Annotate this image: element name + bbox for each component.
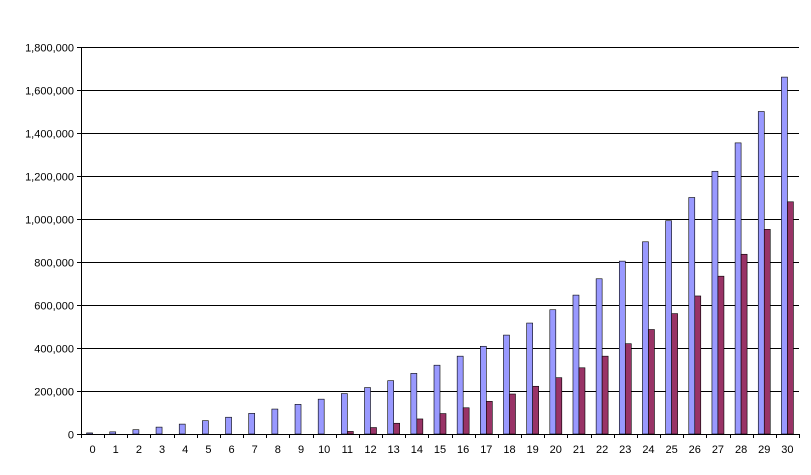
x-tick-label: 28 bbox=[735, 444, 747, 456]
bar-series-1-cat-14 bbox=[410, 373, 418, 435]
bar-series-1-cat-13 bbox=[387, 380, 394, 435]
x-tick-label: 15 bbox=[434, 444, 446, 456]
bar-series-1-cat-19 bbox=[526, 322, 533, 435]
x-tick-label: 10 bbox=[318, 444, 330, 456]
bar-series-1-cat-30 bbox=[781, 76, 788, 435]
bar-series-1-cat-15 bbox=[433, 364, 441, 435]
bar-series-1-cat-0 bbox=[86, 432, 93, 435]
bar-series-2-cat-26 bbox=[694, 295, 702, 435]
bar-series-2-cat-20 bbox=[555, 377, 563, 435]
bar-series-2-cat-15 bbox=[439, 413, 447, 435]
y-tick-labels: 0 200,000 400,000 600,000 800,000 1,000,000 1,… bbox=[25, 43, 74, 442]
x-tick-label: 9 bbox=[298, 444, 304, 456]
bar-series-2-cat-23 bbox=[624, 343, 632, 435]
y-tick-label: 1,000,000 bbox=[25, 215, 74, 227]
x-tick-label: 22 bbox=[596, 444, 608, 456]
y-tick-label: 1,600,000 bbox=[25, 86, 74, 98]
bar-series-1-cat-28 bbox=[734, 142, 742, 435]
x-tick-label: 24 bbox=[642, 444, 654, 456]
x-tick-labels: 0 1 2 3 4 5 6 7 8 9 10 11 12 13 14 15 16 17 18 19 20 21 22 23 24… bbox=[90, 444, 794, 456]
x-tick-label: 13 bbox=[388, 444, 400, 456]
y-tick-label: 1,800,000 bbox=[25, 43, 74, 55]
bar-series-1-cat-2 bbox=[132, 429, 140, 435]
bar-series-2-cat-17 bbox=[486, 401, 493, 435]
x-tick-label: 17 bbox=[480, 444, 492, 456]
bar-series-1-cat-10 bbox=[317, 398, 325, 435]
bar-series-1-cat-8 bbox=[271, 408, 279, 435]
x-tick-label: 18 bbox=[503, 444, 515, 456]
bar-series-2-cat-14 bbox=[416, 418, 424, 435]
x-tick-label: 27 bbox=[712, 444, 724, 456]
x-tick-label: 1 bbox=[113, 444, 119, 456]
bar-series-1-cat-16 bbox=[456, 355, 464, 435]
x-tick-label: 7 bbox=[252, 444, 258, 456]
bar-series-2-cat-13 bbox=[393, 422, 400, 435]
x-tick-label: 8 bbox=[275, 444, 281, 456]
x-tick-label: 6 bbox=[228, 444, 234, 456]
bar-series-1-cat-23 bbox=[618, 260, 626, 435]
axes bbox=[77, 47, 800, 438]
bar-series-2-cat-21 bbox=[578, 367, 586, 435]
y-tick-label: 200,000 bbox=[34, 387, 74, 399]
x-tick-label: 4 bbox=[182, 444, 188, 456]
bar-series-1-cat-20 bbox=[549, 309, 557, 435]
bar-series-1-cat-18 bbox=[503, 334, 510, 435]
bar-series-2-cat-25 bbox=[671, 313, 678, 435]
bar-series-2-cat-16 bbox=[462, 407, 470, 435]
bar-series-1-cat-21 bbox=[572, 294, 580, 435]
bar-series-1-cat-25 bbox=[665, 220, 672, 435]
bar-series-1-cat-17 bbox=[480, 345, 487, 435]
bar-series-2-cat-22 bbox=[601, 355, 609, 435]
x-tick-label: 16 bbox=[457, 444, 469, 456]
x-tick-label: 11 bbox=[342, 444, 353, 456]
x-tick-label: 3 bbox=[159, 444, 165, 456]
x-tick-label: 25 bbox=[665, 444, 677, 456]
y-tick-label: 400,000 bbox=[34, 344, 74, 356]
x-tick-label: 5 bbox=[205, 444, 211, 456]
bar-series-1-cat-7 bbox=[248, 413, 256, 435]
bar-series-1-cat-27 bbox=[711, 170, 719, 435]
x-tick-label: 2 bbox=[136, 444, 142, 456]
x-tick-label: 20 bbox=[550, 444, 562, 456]
x-tick-label: 26 bbox=[689, 444, 701, 456]
bar-series-1-cat-22 bbox=[595, 278, 603, 435]
y-tick-label: 1,400,000 bbox=[25, 129, 74, 141]
bar-series-1-cat-6 bbox=[225, 416, 232, 435]
bar-series-1-cat-5 bbox=[202, 420, 209, 435]
bar-series-2-cat-30 bbox=[787, 201, 794, 435]
bars bbox=[86, 76, 794, 435]
bar-series-1-cat-29 bbox=[757, 111, 765, 435]
x-tick-label: 19 bbox=[527, 444, 539, 456]
y-tick-label: 0 bbox=[68, 430, 74, 442]
x-tick-label: 21 bbox=[573, 444, 585, 456]
bar-series-1-cat-1 bbox=[109, 431, 117, 435]
x-tick-label: 30 bbox=[781, 444, 793, 456]
bar-series-1-cat-12 bbox=[364, 387, 371, 435]
x-tick-label: 12 bbox=[364, 444, 376, 456]
bar-series-2-cat-11 bbox=[347, 431, 354, 435]
bar-series-1-cat-26 bbox=[688, 197, 696, 435]
bar-series-1-cat-24 bbox=[642, 241, 649, 435]
bar-series-1-cat-11 bbox=[341, 393, 348, 435]
y-tick-label: 1,200,000 bbox=[25, 172, 74, 184]
bar-series-2-cat-18 bbox=[509, 393, 516, 435]
gridlines bbox=[81, 47, 799, 392]
bar-series-2-cat-19 bbox=[532, 385, 539, 435]
bar-series-2-cat-27 bbox=[717, 275, 725, 435]
y-tick-label: 600,000 bbox=[34, 301, 74, 313]
y-tick-label: 800,000 bbox=[34, 258, 74, 270]
bar-series-2-cat-29 bbox=[763, 229, 771, 435]
bar-series-1-cat-3 bbox=[155, 426, 163, 435]
x-tick-label: 0 bbox=[90, 444, 96, 456]
x-tick-label: 29 bbox=[758, 444, 770, 456]
bar-series-2-cat-12 bbox=[370, 427, 377, 435]
bar-series-1-cat-9 bbox=[294, 404, 302, 435]
bar-series-2-cat-28 bbox=[740, 253, 748, 435]
bar-series-2-cat-24 bbox=[648, 329, 655, 435]
bar-series-1-cat-4 bbox=[178, 423, 186, 435]
x-tick-label: 23 bbox=[619, 444, 631, 456]
x-tick-label: 14 bbox=[411, 444, 423, 456]
